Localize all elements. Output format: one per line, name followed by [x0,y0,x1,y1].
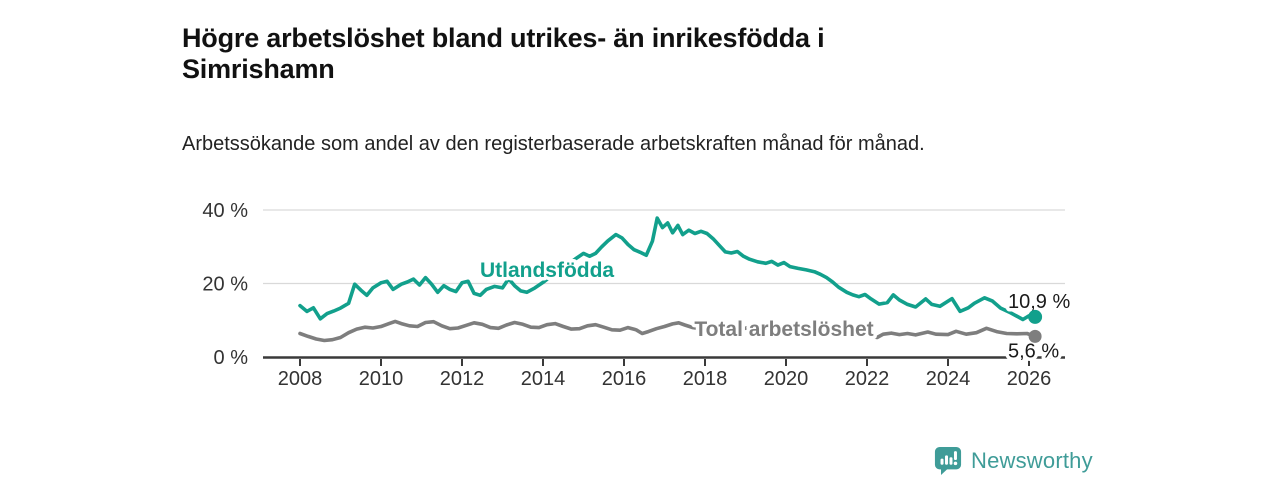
x-tick-label: 2016 [602,368,647,390]
x-tick-label: 2012 [440,368,485,390]
series-label-utlandsfodda: Utlandsfödda [480,259,614,282]
x-tick-label: 2022 [845,368,890,390]
series-line-utlandsfodda [298,216,1037,322]
y-tick-label: 20 % [202,274,248,296]
page-title: Högre arbetslöshet bland utrikes- än inr… [182,23,825,85]
end-value-label-total: 5,6 % [1008,340,1059,362]
brand-footer[interactable]: Newsworthy [934,446,1093,475]
x-tick-label: 2024 [926,368,971,390]
x-tick-label: 2026 [1007,368,1052,390]
x-tick-label: 2018 [683,368,728,390]
y-tick-label: 40 % [202,200,248,222]
x-tick-label: 2008 [278,368,323,390]
series-label-total: Total arbetslöshet [694,318,873,341]
series-line-total [298,319,1037,343]
x-tick-label: 2010 [359,368,404,390]
y-tick-label: 0 % [214,347,249,369]
end-value-label-utlandsfodda: 10,9 % [1008,291,1070,313]
x-tick-label: 2020 [764,368,809,390]
brand-wordmark: Newsworthy [971,447,1093,473]
x-tick-label: 2014 [521,368,566,390]
end-dot-utlandsfodda [1028,309,1043,324]
bar-chart-speech-bubble-icon [934,446,962,475]
chart-subtitle: Arbetssökande som andel av den registerb… [182,133,925,155]
end-dot-total [1028,329,1042,343]
